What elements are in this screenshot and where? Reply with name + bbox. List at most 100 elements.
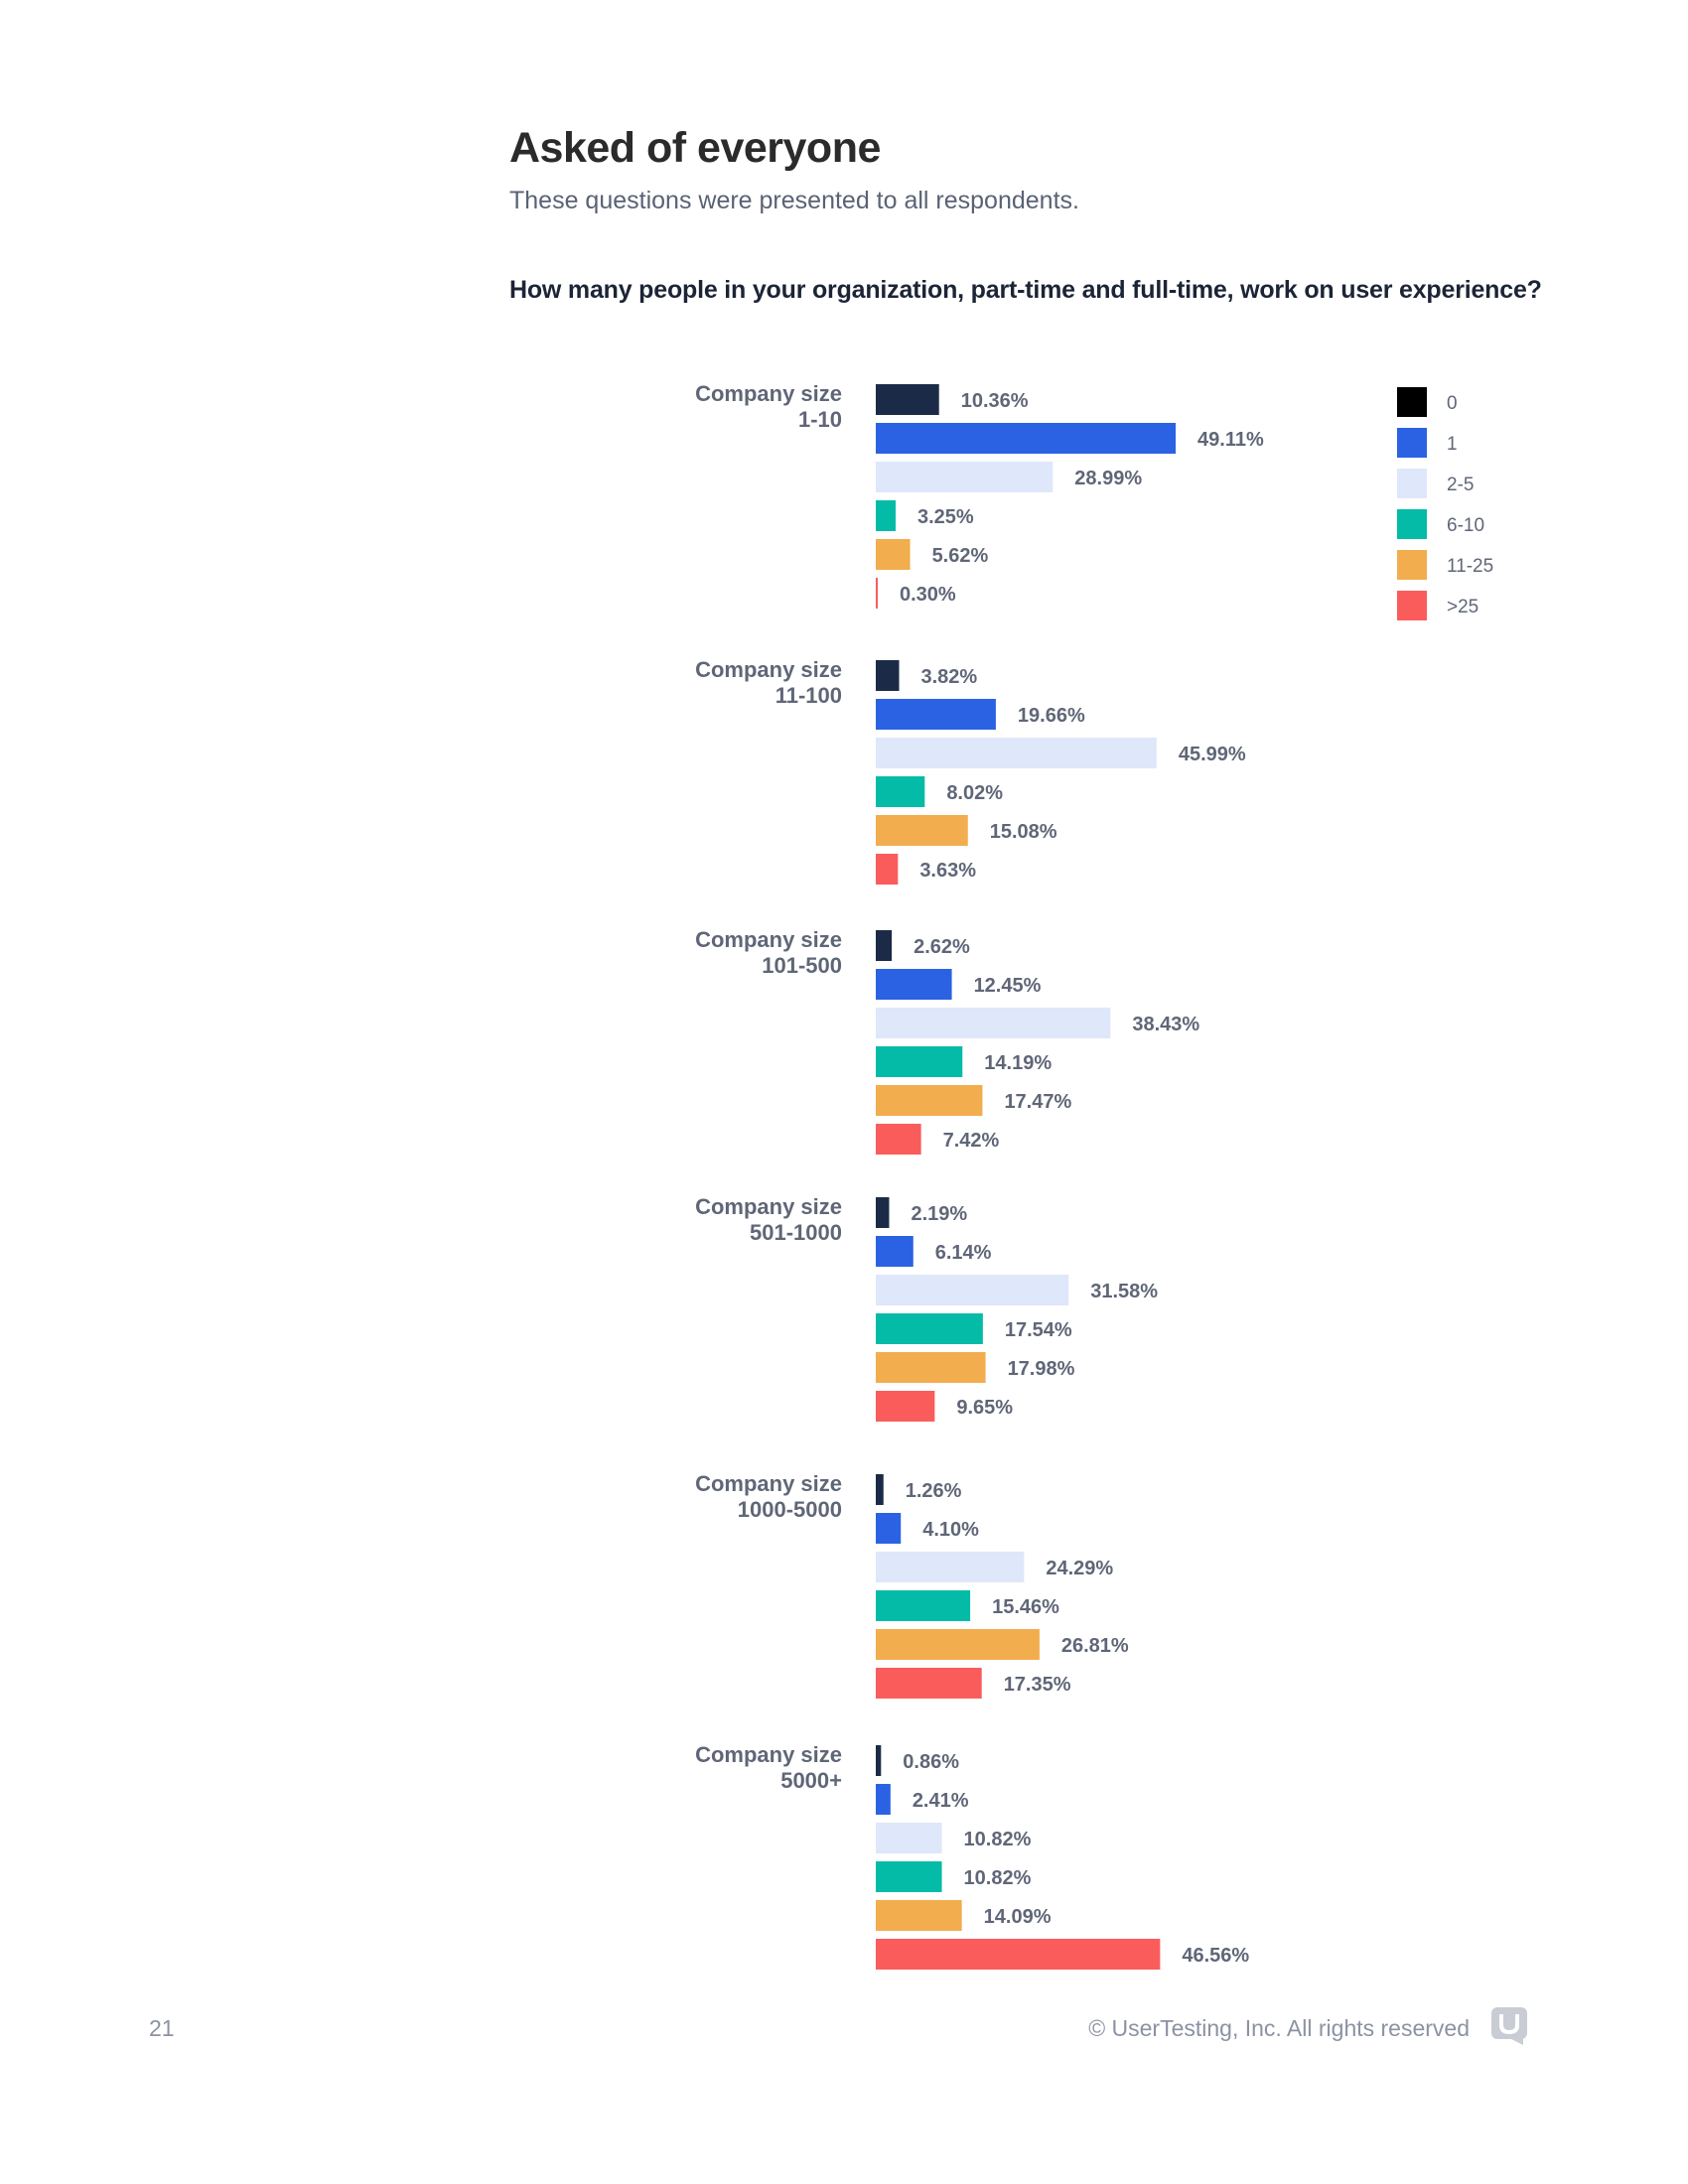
bar-6-10 (876, 1046, 963, 1077)
data-label: 1.26% (906, 1480, 962, 1502)
bar-2-5 (876, 1823, 942, 1853)
group-label-title: Company size (695, 381, 842, 406)
legend-swatch-6-10 (1397, 509, 1427, 539)
data-label: 4.10% (922, 1519, 979, 1541)
data-label: 17.47% (1004, 1091, 1071, 1113)
data-label: 10.82% (964, 1867, 1032, 1889)
group-label-size: 5000+ (780, 1768, 842, 1793)
bar-11-25 (876, 1085, 983, 1116)
group-label-size: 101-500 (762, 953, 842, 978)
legend-swatch-2-5 (1397, 469, 1427, 498)
chart-question: How many people in your organization, pa… (509, 276, 1542, 304)
bar->25 (876, 1668, 982, 1699)
data-label: 28.99% (1074, 468, 1142, 489)
copyright-text: © UserTesting, Inc. All rights reserved (1088, 2015, 1470, 2041)
data-label: 49.11% (1197, 429, 1264, 451)
data-label: 2.62% (914, 936, 970, 958)
data-label: 3.25% (917, 506, 974, 528)
bar-6-10 (876, 1861, 942, 1892)
bar-chart: Company size1-1010.36%49.11%28.99%3.25%5… (695, 381, 1493, 1970)
usertesting-logo-icon (1491, 2007, 1527, 2045)
legend-label: 11-25 (1447, 556, 1493, 577)
bar-1 (876, 1784, 891, 1815)
group-label-size: 1-10 (798, 407, 842, 432)
bar->25 (876, 1391, 935, 1422)
bar-2-5 (876, 1552, 1025, 1582)
data-label: 14.19% (984, 1052, 1052, 1074)
legend-swatch->25 (1397, 591, 1427, 620)
bar-6-10 (876, 776, 925, 807)
data-label: 38.43% (1132, 1014, 1199, 1035)
data-label: 31.58% (1090, 1281, 1158, 1302)
data-label: 24.29% (1046, 1558, 1113, 1579)
data-label: 45.99% (1179, 744, 1246, 765)
data-label: 2.19% (911, 1203, 967, 1225)
bar-0 (876, 1474, 884, 1505)
data-label: 5.62% (932, 545, 989, 567)
bar-11-25 (876, 1900, 962, 1931)
bar-11-25 (876, 815, 968, 846)
data-label: 17.98% (1008, 1358, 1075, 1380)
data-label: 7.42% (943, 1130, 1000, 1152)
page-heading: Asked of everyone (509, 124, 881, 172)
bar-2-5 (876, 1008, 1111, 1038)
data-label: 14.09% (984, 1906, 1052, 1928)
data-label: 15.46% (992, 1596, 1059, 1618)
bar-2-5 (876, 462, 1054, 492)
bar-2-5 (876, 1275, 1069, 1305)
group-label-size: 11-100 (775, 683, 842, 708)
data-label: 3.63% (919, 860, 976, 882)
group-label-title: Company size (695, 1471, 842, 1496)
data-label: 2.41% (913, 1790, 969, 1812)
bar-1 (876, 1513, 902, 1544)
bar-6-10 (876, 1313, 983, 1344)
bar-1 (876, 423, 1177, 454)
legend-label: 1 (1447, 434, 1458, 455)
bar-0 (876, 1197, 890, 1228)
data-label: 6.14% (935, 1242, 992, 1264)
bar->25 (876, 1939, 1161, 1970)
legend-swatch-11-25 (1397, 550, 1427, 580)
legend-label: 0 (1447, 393, 1458, 414)
legend-swatch-1 (1397, 428, 1427, 458)
group-label-title: Company size (695, 657, 842, 682)
data-label: 26.81% (1061, 1635, 1129, 1657)
data-label: 17.54% (1005, 1319, 1072, 1341)
data-label: 8.02% (946, 782, 1003, 804)
bar-11-25 (876, 1352, 986, 1383)
bar->25 (876, 1124, 921, 1155)
bar-1 (876, 969, 952, 1000)
data-label: 12.45% (974, 975, 1042, 997)
page-subheading: These questions were presented to all re… (509, 187, 1079, 214)
bar-1 (876, 1236, 914, 1267)
data-label: 10.82% (964, 1829, 1032, 1850)
data-label: 3.82% (920, 666, 977, 688)
bar-6-10 (876, 1590, 971, 1621)
data-label: 19.66% (1018, 705, 1085, 727)
group-label-title: Company size (695, 1742, 842, 1767)
bar->25 (876, 578, 878, 609)
data-label: 46.56% (1182, 1945, 1249, 1967)
data-label: 17.35% (1004, 1674, 1071, 1696)
bar-11-25 (876, 539, 911, 570)
bar-1 (876, 699, 996, 730)
legend-label: 2-5 (1447, 475, 1474, 495)
bar-0 (876, 1745, 882, 1776)
data-label: 0.86% (903, 1751, 959, 1773)
bar-2-5 (876, 738, 1157, 768)
data-label: 0.30% (900, 584, 956, 606)
bar-11-25 (876, 1629, 1040, 1660)
group-label-title: Company size (695, 927, 842, 952)
bar-6-10 (876, 500, 896, 531)
legend-swatch-0 (1397, 387, 1427, 417)
bar-0 (876, 384, 939, 415)
legend-label: 6-10 (1447, 515, 1484, 536)
bar-0 (876, 660, 900, 691)
data-label: 10.36% (961, 390, 1029, 412)
bar->25 (876, 854, 899, 885)
group-label-size: 1000-5000 (738, 1497, 842, 1522)
group-label-title: Company size (695, 1194, 842, 1219)
group-label-size: 501-1000 (750, 1220, 842, 1245)
data-label: 9.65% (956, 1397, 1013, 1419)
legend-label: >25 (1447, 597, 1478, 617)
